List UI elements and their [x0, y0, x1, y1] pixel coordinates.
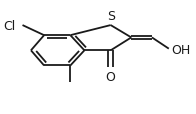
- Text: O: O: [106, 70, 116, 83]
- Text: Cl: Cl: [4, 19, 16, 32]
- Text: S: S: [107, 10, 115, 22]
- Text: OH: OH: [172, 43, 191, 56]
